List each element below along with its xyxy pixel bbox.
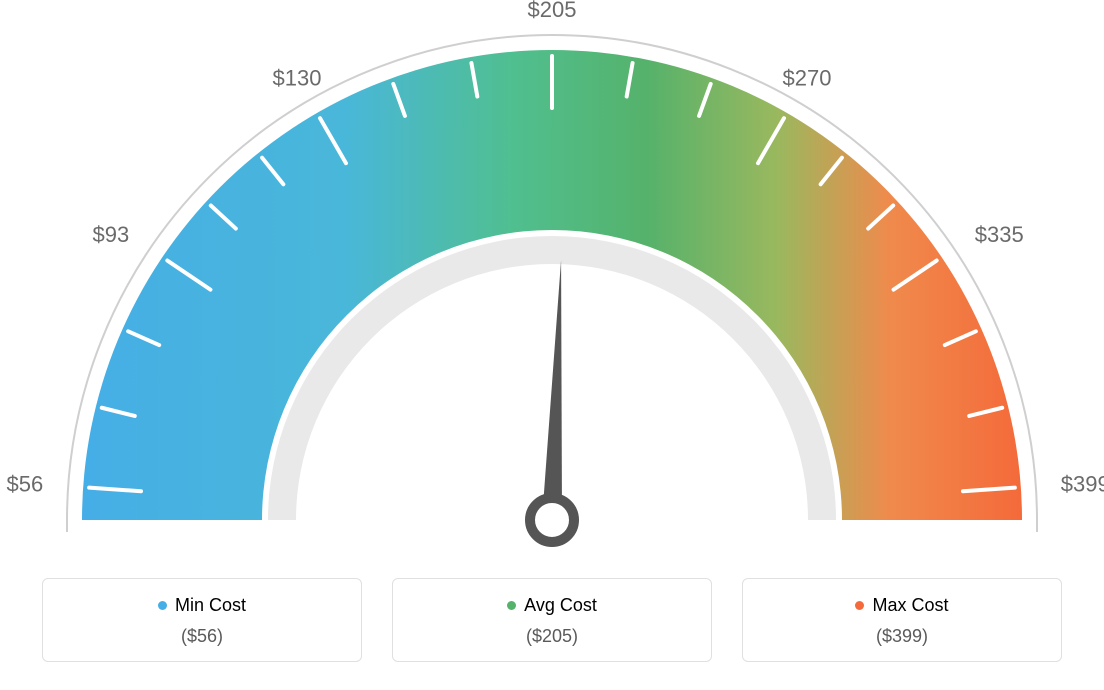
gauge-chart: $56 $93 $130 $205 $270 $335 $399	[0, 0, 1104, 560]
svg-text:$93: $93	[92, 222, 129, 247]
svg-text:$270: $270	[783, 65, 832, 90]
legend-label-min: Min Cost	[175, 595, 246, 616]
legend-label-max: Max Cost	[872, 595, 948, 616]
legend-dot-min	[158, 601, 167, 610]
legend-dot-avg	[507, 601, 516, 610]
legend-card-max: Max Cost ($399)	[742, 578, 1062, 662]
legend-title-max: Max Cost	[855, 595, 948, 616]
svg-text:$56: $56	[7, 471, 44, 496]
legend-title-min: Min Cost	[158, 595, 246, 616]
svg-text:$335: $335	[975, 222, 1024, 247]
legend-value-max: ($399)	[753, 626, 1051, 647]
legend-value-min: ($56)	[53, 626, 351, 647]
gauge-container: $56 $93 $130 $205 $270 $335 $399	[0, 0, 1104, 560]
legend-value-avg: ($205)	[403, 626, 701, 647]
legend-card-min: Min Cost ($56)	[42, 578, 362, 662]
legend-title-avg: Avg Cost	[507, 595, 597, 616]
legend-dot-max	[855, 601, 864, 610]
svg-text:$130: $130	[273, 65, 322, 90]
svg-text:$205: $205	[528, 0, 577, 22]
legend-card-avg: Avg Cost ($205)	[392, 578, 712, 662]
legend-row: Min Cost ($56) Avg Cost ($205) Max Cost …	[0, 578, 1104, 662]
svg-text:$399: $399	[1061, 471, 1104, 496]
legend-label-avg: Avg Cost	[524, 595, 597, 616]
